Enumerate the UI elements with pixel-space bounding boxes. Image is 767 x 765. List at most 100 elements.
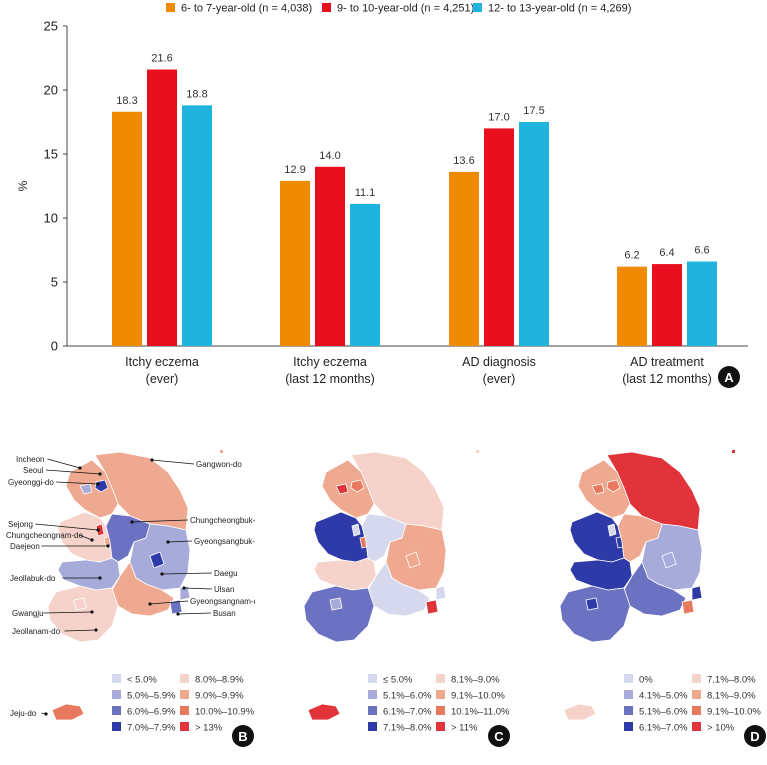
panel-c-badge: C (488, 725, 510, 747)
region-chungbuk (361, 513, 407, 563)
region-label: Chungcheongbuk-do (190, 516, 255, 525)
region-busan (681, 599, 695, 615)
x-category-label: AD treatment (630, 355, 704, 369)
region-chungbuk (617, 513, 663, 563)
region-ulsan (435, 585, 447, 601)
region-seoul (606, 479, 621, 493)
map-panel-d: 0% 7.1%–8.0% 4.1%–5.0% 8.1%–9.0% 5.1%–6.0% 9.… (512, 430, 767, 760)
x-category-sublabel: (last 12 months) (285, 372, 375, 386)
bar-value-label: 6.6 (694, 245, 709, 257)
region-busan (169, 599, 183, 615)
bar-value-label: 21.6 (151, 53, 172, 65)
region-sejong (607, 523, 617, 537)
region-daegu (405, 551, 421, 569)
map-legend-label: < 5.0% (127, 675, 157, 686)
map-legend-label: 9.1%–10.0% (451, 691, 505, 702)
legend-swatch (322, 3, 331, 12)
map-legend-label: 10.0%–10.9% (195, 707, 255, 718)
map-legend-swatch (436, 722, 445, 731)
leader-line (56, 481, 99, 485)
leader-dot (96, 482, 100, 486)
island-dokdo (220, 450, 223, 453)
leader-dot (106, 544, 110, 548)
map-legend-swatch (436, 690, 445, 699)
leader-line (167, 540, 193, 543)
map-legend-label: > 13% (195, 723, 223, 734)
region-busan (425, 599, 439, 615)
region-chungnam (569, 511, 625, 563)
x-category-sublabel: (last 12 months) (622, 372, 712, 386)
leader-line (177, 612, 212, 615)
map-legend-swatch (180, 706, 189, 715)
leader-line (183, 587, 213, 590)
bar (350, 203, 380, 346)
map-d: 0% 7.1%–8.0% 4.1%–5.0% 8.1%–9.0% 5.1%–6.0% 9.… (559, 450, 761, 734)
leader-dot (90, 610, 94, 614)
leader-dot (98, 472, 102, 476)
region-ulsan (691, 585, 703, 601)
map-legend-label: 7.1%–8.0% (707, 675, 756, 686)
bar (315, 166, 345, 346)
map-legend-label: 5.1%–6.0% (383, 691, 432, 702)
region-label: Jeollanam-do (12, 627, 61, 636)
region-sejong (95, 523, 105, 537)
map-legend-swatch (692, 722, 701, 731)
region-daegu (149, 551, 165, 569)
map-legend-label: 6.1%–7.0% (383, 707, 432, 718)
map-c: ≤ 5.0% 8.1%–9.0% 5.1%–6.0% 9.1%–10.0% 6.1%–7… (303, 450, 510, 734)
bar-value-label: 18.8 (186, 88, 207, 100)
bar (182, 105, 212, 346)
map-legend-label: 8.1%–9.0% (707, 691, 756, 702)
panel-b-badge: B (232, 725, 254, 747)
map-legend-swatch (624, 722, 633, 731)
bar (519, 122, 549, 346)
region-label: Busan (213, 609, 236, 618)
map-legend-label: 7.1%–8.0% (383, 723, 432, 734)
region-label: Ulsan (214, 585, 234, 594)
leader-dot (96, 528, 100, 532)
region-gwangju (585, 597, 599, 611)
leader-line (149, 600, 189, 605)
legend-label: 9- to 10-year-old (n = 4,251) (337, 3, 474, 15)
map-legend-label: 5.0%–5.9% (127, 691, 176, 702)
region-jeju (307, 703, 341, 721)
map-legend-label: 0% (639, 675, 653, 686)
region-incheon (591, 483, 605, 495)
map-legend-swatch (368, 706, 377, 715)
panel-d-badge: D (744, 725, 766, 747)
map-legend-swatch (436, 706, 445, 715)
map-legend-swatch (624, 690, 633, 699)
leader-dot (166, 540, 170, 544)
region-seoul (350, 479, 365, 493)
legend-label: 12- to 13-year-old (n = 4,269) (488, 3, 631, 15)
island-dokdo (476, 450, 479, 453)
region-jeonbuk (57, 557, 121, 591)
map-legend-swatch (112, 674, 121, 683)
region-jeonbuk (569, 557, 633, 591)
bar-value-label: 14.0 (319, 150, 340, 162)
bar-value-label: 18.3 (116, 95, 137, 107)
x-category-label: Itchy eczema (125, 355, 199, 369)
map-legend-swatch (180, 674, 189, 683)
region-label: Incheon (16, 455, 44, 464)
map-legend-label: 8.0%–8.9% (195, 675, 244, 686)
region-jeju (51, 703, 85, 721)
legend-swatch (473, 3, 482, 12)
region-label: Gyeongsangnam-do (190, 597, 255, 606)
bar-value-label: 17.5 (523, 105, 544, 117)
region-label: Jeju-do (10, 709, 37, 718)
region-label: Gwangju (12, 609, 44, 618)
leader-dot (182, 586, 186, 590)
region-ulsan (179, 585, 191, 601)
leader-line (131, 519, 189, 523)
leader-dot (130, 520, 134, 524)
y-tick-label: 5 (51, 275, 58, 290)
leader-line (151, 459, 195, 465)
y-axis-label: % (16, 180, 30, 191)
map-legend-label: 6.0%–6.9% (127, 707, 176, 718)
x-category-sublabel: (ever) (483, 372, 516, 386)
region-label: Gangwon-do (196, 460, 242, 469)
bar-value-label: 13.6 (453, 155, 474, 167)
map-legend-label: 6.1%–7.0% (639, 723, 688, 734)
region-jeonnam (559, 585, 631, 643)
